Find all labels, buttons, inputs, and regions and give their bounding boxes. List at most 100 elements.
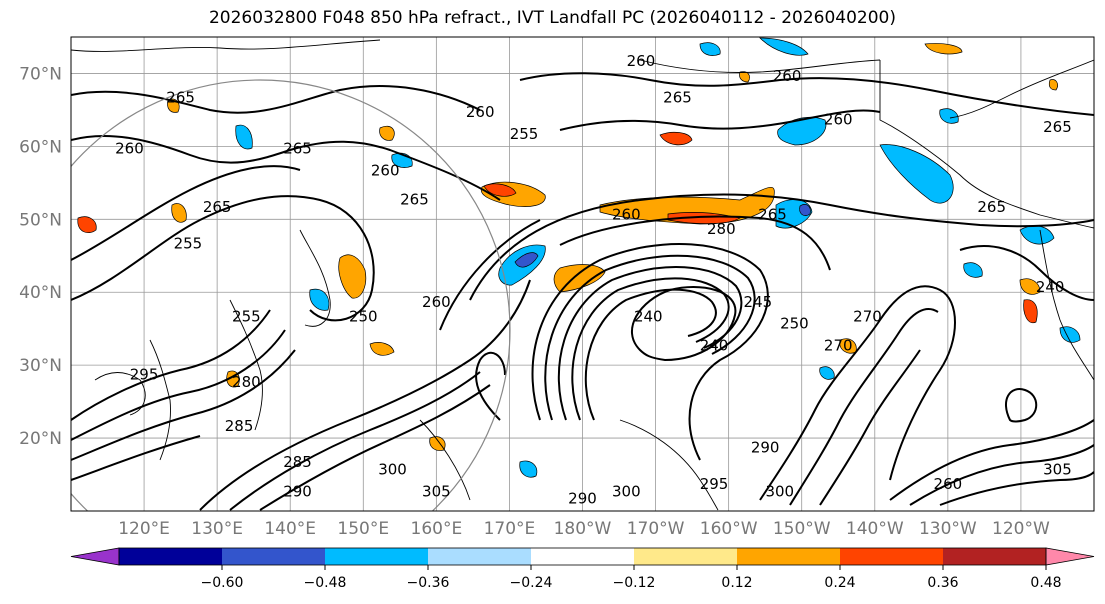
colorbar-tick-label: 0.24 [824,575,855,591]
contour-value-label: 305 [422,482,451,500]
contour-value-label: 280 [232,373,261,391]
colorbar-extend-low [70,547,120,566]
contour-value-label: 240 [700,337,729,355]
contour-line [557,266,743,421]
contour-line [584,288,717,421]
contour-line [71,135,501,201]
contour-value-label: 290 [283,482,312,500]
colorbar: −0.60 −0.48 −0.36 −0.24 −0.12 0.12 0.24 0.36 0.4… [70,547,1095,591]
longitude-label: 120°W [992,519,1050,539]
contour-value-label: 285 [283,453,312,471]
contour-line [531,242,769,461]
colorbar-segment [634,548,737,565]
contour-value-label: 265 [1043,118,1072,136]
contour-value-label: 260 [824,111,853,129]
contour-line [199,279,531,511]
colorbar-segment [119,548,222,565]
contour-value-label: 250 [349,307,378,325]
anomaly-patch [519,460,538,478]
longitude-label: 170°W [627,519,685,539]
anomaly-patch [963,262,983,278]
longitude-label: 160°E [411,519,463,539]
anomaly-patch [939,108,959,124]
contour-value-label: 260 [627,52,656,70]
anomaly-patch [309,288,330,311]
contour-line [1005,388,1038,423]
contour-line [889,419,1094,501]
anomaly-patch [514,252,539,268]
anomaly-patch [369,342,395,356]
contour-line [544,254,756,421]
contour-value-label: 290 [751,439,780,457]
colorbar-segment [737,548,840,565]
contour-value-label: 265 [977,198,1006,216]
coastline [949,59,1094,119]
colorbar-outline [118,547,1047,566]
anomaly-patch [235,124,253,150]
longitude-label: 170°E [484,519,536,539]
refractivity-contours [71,72,1094,511]
anomaly-patch [819,366,835,380]
contour-value-label: 260 [371,162,400,180]
colorbar-segment [531,548,634,565]
latitude-label: 20°N [19,429,62,449]
contour-value-label: 260 [422,293,451,311]
longitude-label: 150°E [337,519,389,539]
latitude-label: 40°N [19,283,62,303]
anomaly-patch [171,203,187,223]
longitude-label: 130°W [919,519,977,539]
longitude-label: 140°W [846,519,904,539]
contour-line [469,193,1094,301]
coastlines [71,39,1094,511]
longitude-label: 130°E [191,519,243,539]
contour-line [759,285,956,501]
anomaly-patch [659,131,693,146]
contour-value-label: 255 [232,307,261,325]
anomaly-patch [759,37,809,56]
contour-value-label: 305 [1043,461,1072,479]
contour-value-label: 290 [568,490,597,508]
contour-value-label: 265 [166,89,195,107]
latitude-label: 50°N [19,210,62,230]
coastline [1039,229,1094,381]
contour-line [571,277,730,421]
anomaly-patch [1019,278,1041,295]
anomaly-patch [379,125,395,141]
contour-value-label: 265 [663,89,692,107]
anomaly-patch [924,43,963,55]
contour-value-label: 280 [707,220,736,238]
contour-line [789,307,939,506]
longitude-label: 160°W [700,519,758,539]
coastline [639,59,881,73]
negative-anomaly-shading [235,37,1081,478]
contour-line [229,371,481,511]
contour-line [71,349,296,461]
contour-line [475,351,506,421]
coastline [149,339,171,461]
contour-value-label: 255 [510,125,539,143]
coastline [71,39,381,52]
contour-value-label: 260 [934,475,963,493]
contour-line [439,219,541,331]
contour-value-label: 265 [758,205,787,223]
latitude-label: 70°N [19,64,62,84]
colorbar-extend-high [1045,547,1095,566]
contour-line [630,286,737,362]
anomaly-patch [879,144,954,204]
colorbar-tick-label: 0.36 [927,575,958,591]
contour-value-label: 260 [773,67,802,85]
range-rings [71,79,511,511]
contour-value-label: 260 [612,205,641,223]
anomaly-patch [1048,79,1058,91]
contour-value-label: 240 [634,307,663,325]
contour-value-label: 295 [130,366,159,384]
contour-value-label: 260 [115,140,144,158]
anomaly-patch [483,183,517,197]
map-frame [70,36,1095,512]
contour-value-label: 285 [225,417,254,435]
anomaly-patch [699,42,721,56]
coastline [94,372,146,416]
contour-value-label: 300 [765,482,794,500]
colorbar-tick-label: −0.12 [613,575,656,591]
